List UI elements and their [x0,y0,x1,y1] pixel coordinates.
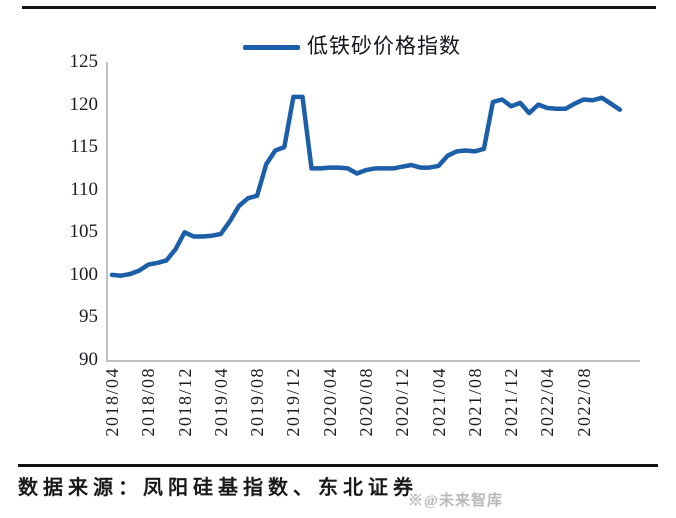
bottom-border-rule [18,464,658,467]
data-source-text: 数据来源：凤阳硅基指数、东北证券 [18,477,418,499]
y-tick-label: 90 [79,349,98,370]
x-tick-label: 2021/08 [464,367,485,437]
top-border-rule [22,6,656,9]
x-tick-label: 2019/08 [247,367,268,437]
y-tick-label: 125 [69,51,99,72]
y-tick-label: 115 [70,136,98,158]
x-tick-label: 2018/12 [174,367,195,437]
legend-line-swatch [243,45,300,50]
x-tick-label: 2020/04 [319,367,340,437]
legend-label: 低铁砂价格指数 [307,34,461,58]
y-tick-label: 110 [70,178,98,200]
y-tick-label: 120 [69,93,99,115]
x-tick-label: 2020/12 [392,367,413,437]
x-tick-label: 2022/04 [537,367,558,437]
watermark-text: ※@未来智库 [408,493,503,509]
x-tick-label: 2018/08 [138,367,159,437]
x-tick-label: 2020/08 [355,367,376,437]
x-axis-line [106,360,640,362]
y-tick-label: 105 [69,221,99,243]
price-line [109,94,623,278]
y-axis-line [106,62,108,361]
x-tick-label: 2019/04 [210,367,231,437]
x-tick-label: 2021/12 [501,367,522,437]
x-tick-label: 2018/04 [102,367,122,437]
x-tick-label: 2021/04 [428,367,449,437]
x-tick-label: 2019/12 [283,367,304,437]
x-tick-label: 2022/08 [573,367,594,437]
y-tick-label: 95 [79,306,98,328]
y-tick-label: 100 [69,263,99,285]
